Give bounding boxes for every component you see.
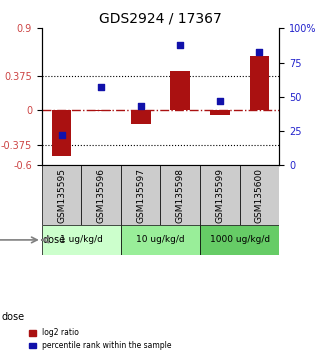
Bar	[131, 110, 151, 124]
Text: GSM135595: GSM135595	[57, 168, 66, 223]
FancyBboxPatch shape	[240, 165, 279, 225]
Text: GSM135598: GSM135598	[176, 168, 185, 223]
Bar	[210, 110, 230, 115]
Text: dose: dose	[2, 312, 25, 322]
Text: 1000 ug/kg/d: 1000 ug/kg/d	[210, 235, 270, 244]
Point	[99, 84, 104, 90]
FancyBboxPatch shape	[200, 165, 240, 225]
FancyBboxPatch shape	[200, 225, 279, 255]
FancyBboxPatch shape	[42, 225, 121, 255]
Bar	[91, 110, 111, 111]
FancyBboxPatch shape	[81, 165, 121, 225]
Bar	[249, 56, 269, 110]
FancyBboxPatch shape	[121, 225, 200, 255]
Point	[59, 132, 64, 138]
Text: 10 ug/kg/d: 10 ug/kg/d	[136, 235, 185, 244]
FancyBboxPatch shape	[160, 165, 200, 225]
Text: GSM135597: GSM135597	[136, 168, 145, 223]
Text: GSM135600: GSM135600	[255, 168, 264, 223]
Bar	[52, 110, 71, 156]
Text: 1 ug/kg/d: 1 ug/kg/d	[60, 235, 103, 244]
Text: dose: dose	[42, 235, 65, 245]
Point	[257, 49, 262, 55]
Legend: log2 ratio, percentile rank within the sample: log2 ratio, percentile rank within the s…	[30, 329, 171, 350]
FancyBboxPatch shape	[121, 165, 160, 225]
Point	[217, 98, 222, 104]
Point	[138, 103, 143, 109]
Point	[178, 42, 183, 47]
Title: GDS2924 / 17367: GDS2924 / 17367	[99, 12, 222, 26]
Text: GSM135596: GSM135596	[97, 168, 106, 223]
Text: GSM135599: GSM135599	[215, 168, 224, 223]
Bar	[170, 71, 190, 110]
FancyBboxPatch shape	[42, 165, 81, 225]
